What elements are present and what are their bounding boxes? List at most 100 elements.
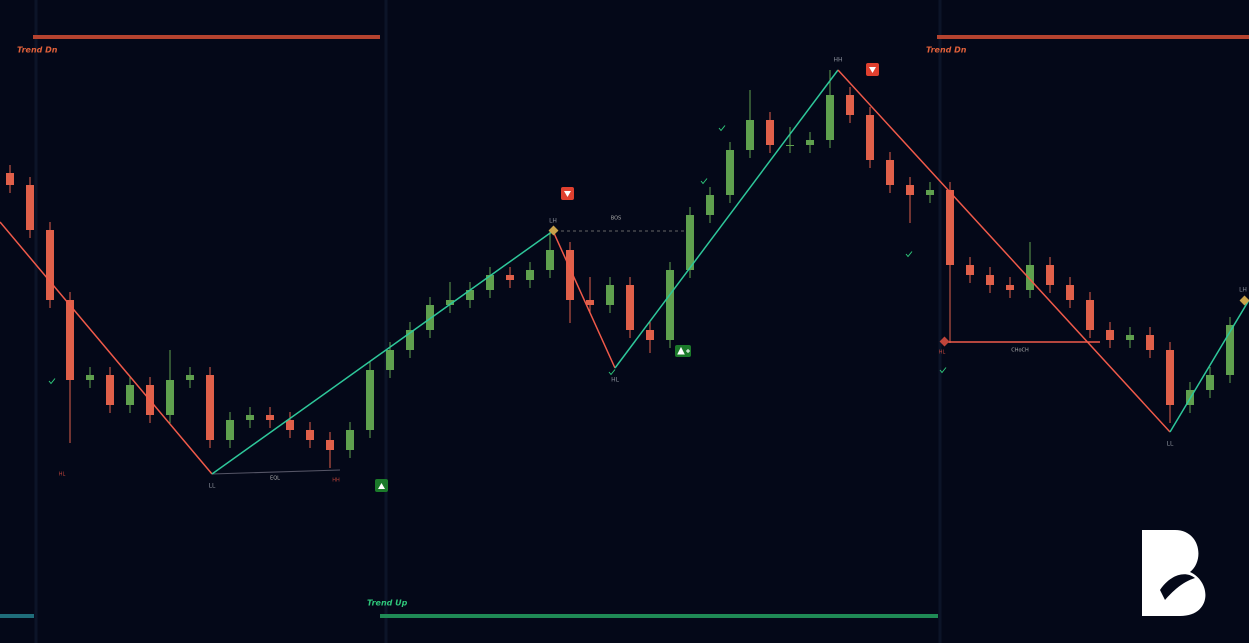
candle-body	[6, 173, 14, 185]
candle-body	[1226, 325, 1234, 375]
checkmark	[939, 367, 947, 374]
candle-body	[1126, 335, 1134, 340]
annotations: Trend Dn Trend Dn Trend Up BOS CHoCH EQL HL HH H…	[17, 46, 1029, 608]
candle-body	[326, 440, 334, 450]
candle-body	[666, 270, 674, 340]
signals	[375, 63, 1249, 492]
annotation: HL	[59, 472, 66, 478]
annotation: Trend Dn	[926, 46, 967, 55]
candle-body	[286, 420, 294, 430]
trend-bar	[380, 614, 938, 618]
logo-cut	[1160, 574, 1195, 600]
zigzag-segment	[552, 230, 616, 369]
candle-body	[546, 250, 554, 270]
candle-body	[986, 275, 994, 285]
candle-body	[226, 420, 234, 440]
annotation: Trend Up	[367, 599, 408, 608]
candle-body	[86, 375, 94, 380]
candle-body	[866, 115, 874, 160]
checkmark	[700, 178, 708, 185]
buy-arrow	[378, 483, 385, 489]
candle-body	[1046, 265, 1054, 285]
candle-body	[1206, 375, 1214, 390]
zigzag-segment	[0, 221, 213, 475]
candle-body	[426, 305, 434, 330]
candle-body	[106, 375, 114, 405]
candle-body	[26, 185, 34, 230]
candle-body	[926, 190, 934, 195]
candle-body	[246, 415, 254, 420]
zigzag-segment	[837, 69, 1171, 433]
candle-body	[566, 250, 574, 300]
candle-body	[946, 190, 954, 265]
pivot-label: LH	[549, 218, 557, 225]
candle-body	[526, 270, 534, 280]
candle-body	[826, 95, 834, 140]
candle-body	[766, 120, 774, 145]
logo	[1142, 530, 1206, 616]
candle-body	[366, 370, 374, 430]
pivot-diamond	[939, 336, 950, 347]
candle-body	[746, 120, 754, 150]
logo-shape	[1142, 530, 1206, 616]
pivot-label: HH	[833, 57, 842, 64]
checkmark	[48, 378, 56, 385]
buy-arrow	[677, 346, 690, 355]
candle-body	[486, 275, 494, 290]
candle-body	[786, 145, 794, 146]
candle-body	[66, 300, 74, 380]
trend-bar	[33, 35, 380, 39]
candle-body	[306, 430, 314, 440]
candle-body	[906, 185, 914, 195]
pivot-label: LH	[1239, 287, 1247, 294]
candle-body	[1166, 350, 1174, 405]
annotation: HL	[939, 350, 946, 356]
candle-body	[446, 300, 454, 305]
checkmark	[718, 125, 726, 132]
pivot-label: LL	[209, 483, 216, 490]
candle-body	[206, 375, 214, 440]
candle-body	[726, 150, 734, 195]
candle-body	[806, 140, 814, 145]
zigzag-segment	[211, 230, 554, 475]
candle-body	[1106, 330, 1114, 340]
candle-body	[186, 375, 194, 380]
candle-body	[1026, 265, 1034, 290]
candle-body	[1006, 285, 1014, 290]
candle-body	[626, 285, 634, 330]
candle-body	[586, 300, 594, 305]
annotation: BOS	[611, 216, 621, 222]
candle-body	[886, 160, 894, 185]
candle-body	[346, 430, 354, 450]
candle-body	[386, 350, 394, 370]
annotation: Trend Dn	[17, 46, 58, 55]
sell-arrow	[564, 191, 571, 197]
candle-body	[966, 265, 974, 275]
candle-body	[686, 215, 694, 270]
zigzag-segment	[1169, 299, 1249, 433]
pivot-label: LL	[1167, 441, 1174, 448]
candle-body	[506, 275, 514, 280]
trend-bar	[937, 35, 1249, 39]
checkmark	[905, 251, 913, 258]
candle-body	[1146, 335, 1154, 350]
annotation: EQL	[270, 476, 280, 482]
pivot-label: HL	[611, 377, 620, 384]
pivot-diamond	[548, 225, 559, 236]
sell-arrow	[869, 67, 876, 73]
candle-body	[1066, 285, 1074, 300]
checkmark	[608, 369, 616, 376]
annotation: HH	[332, 478, 340, 484]
eql-line	[211, 469, 341, 475]
candle-body	[706, 195, 714, 215]
zigzag: LL LH HL HH LL LH	[0, 57, 1249, 490]
candle-body	[126, 385, 134, 405]
candle-body	[846, 95, 854, 115]
annotation: CHoCH	[1011, 348, 1029, 354]
pivot-diamond	[1239, 295, 1249, 306]
zigzag-segment	[614, 69, 839, 369]
trend-bar	[0, 614, 34, 618]
candle-body	[466, 290, 474, 300]
candle-body	[406, 330, 414, 350]
